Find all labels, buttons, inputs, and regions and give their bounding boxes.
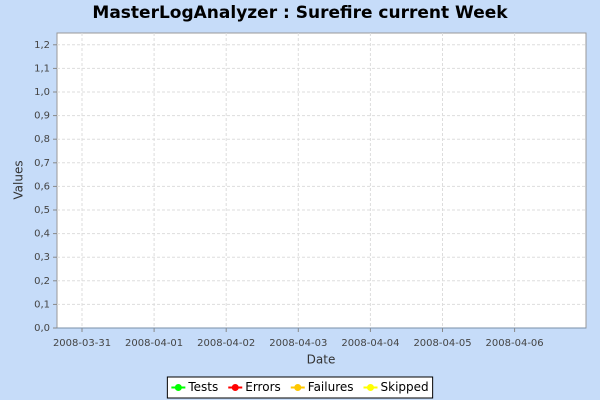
- legend-label: Errors: [245, 380, 281, 394]
- y-axis-label: Values: [12, 160, 26, 199]
- y-tick-label: 0,8: [34, 134, 50, 145]
- y-tick-label: 0,3: [34, 252, 50, 263]
- x-tick-label: 2008-04-01: [125, 338, 183, 349]
- y-tick-label: 0,2: [34, 276, 50, 287]
- y-tick-label: 0,1: [34, 299, 50, 310]
- x-tick-label: 2008-04-02: [197, 338, 255, 349]
- y-tick-label: 1,2: [34, 40, 50, 51]
- y-tick-label: 1,1: [34, 63, 50, 74]
- x-tick-label: 2008-03-31: [53, 338, 111, 349]
- plot-area: [56, 32, 587, 329]
- legend-label: Skipped: [381, 380, 429, 394]
- y-tick-label: 0,9: [34, 111, 50, 122]
- legend-label: Failures: [308, 380, 354, 394]
- legend-marker: [174, 384, 182, 391]
- legend-item: Skipped: [363, 380, 429, 394]
- y-tick-label: 0,6: [34, 181, 50, 192]
- x-tick-label: 2008-04-05: [413, 338, 471, 349]
- legend-marker: [294, 384, 302, 391]
- x-tick-label: 2008-04-04: [341, 338, 399, 349]
- y-tick-label: 0,5: [34, 205, 50, 216]
- legend-label: Tests: [187, 380, 218, 394]
- y-tick-label: 1,0: [34, 87, 50, 98]
- y-tick-label: 0,7: [34, 158, 50, 169]
- chart-title: MasterLogAnalyzer : Surefire current Wee…: [92, 3, 508, 23]
- x-tick-label: 2008-04-06: [486, 338, 544, 349]
- legend-marker: [367, 384, 374, 391]
- legend-item: Tests: [171, 380, 218, 394]
- y-tick-label: 0,0: [34, 323, 50, 334]
- x-tick-label: 2008-04-03: [269, 338, 327, 349]
- y-tick-label: 0,4: [34, 229, 50, 240]
- legend-item: Failures: [290, 380, 354, 394]
- legend-marker: [231, 384, 239, 391]
- legend-item: Errors: [228, 380, 281, 394]
- x-axis-label: Date: [307, 353, 336, 367]
